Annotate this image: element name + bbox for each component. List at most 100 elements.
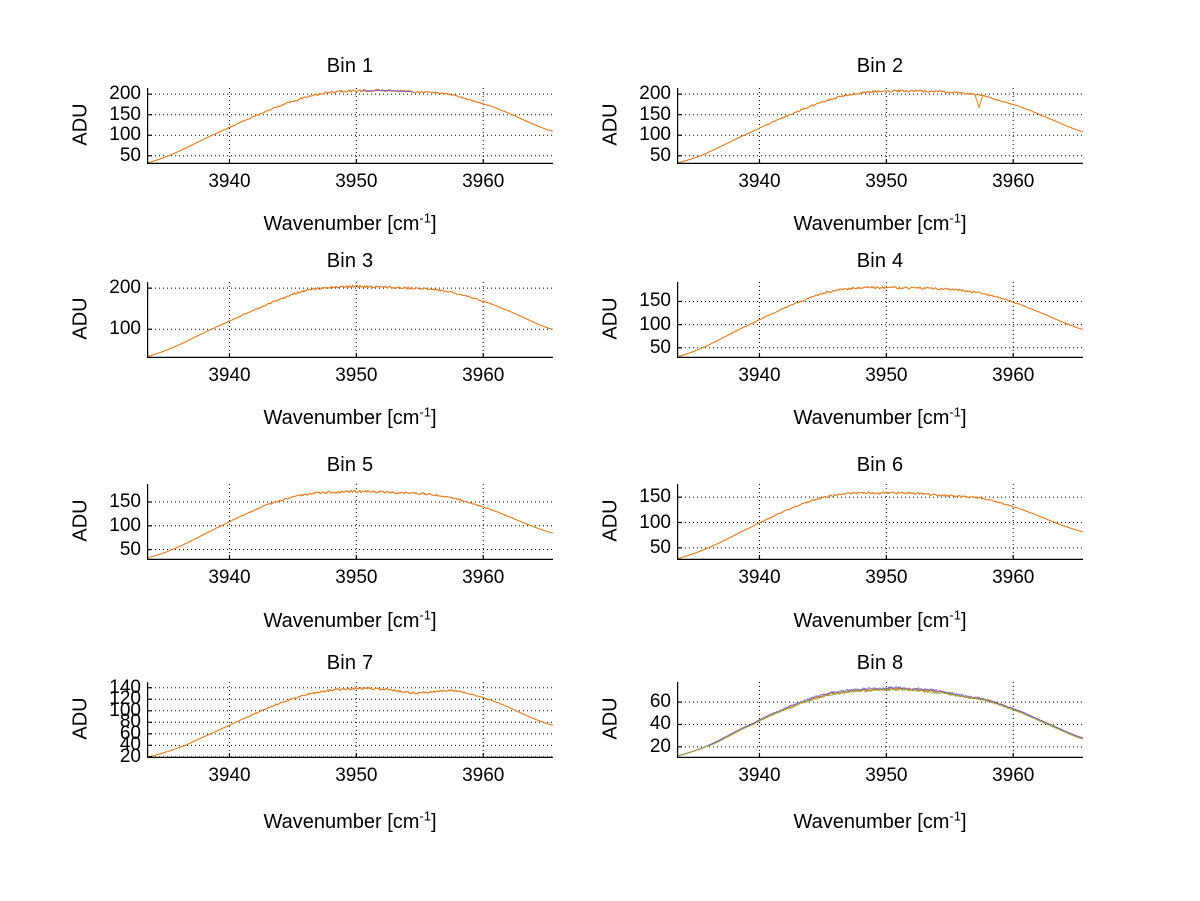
y-tick-labels: 20 40 60 80 100 120 140 [85, 678, 141, 766]
x-axis-label: Wavenumber [cm-1] [677, 210, 1083, 236]
plot-area [147, 282, 553, 358]
series-spectrum-alt2 [677, 688, 1083, 757]
y-tick-labels: 50 100 150 [85, 484, 141, 560]
plot-area [677, 484, 1083, 560]
y-tick-label: 150 [109, 103, 141, 125]
series-spectrum [677, 286, 1083, 358]
series-spectrum-alt [677, 686, 1083, 757]
x-tick-label: 3960 [992, 365, 1035, 386]
plot-canvas [147, 682, 553, 758]
x-tick-labels: 3940 3950 3960 [677, 366, 1083, 390]
x-axis-label-suffix: ] [430, 811, 437, 833]
series-spectrum [147, 284, 553, 357]
x-axis-label-prefix: Wavenumber [cm [263, 811, 420, 833]
x-tick-label: 3940 [738, 765, 781, 786]
panel-title: Bin 2 [856, 55, 904, 77]
y-axis-label: ADU [599, 697, 622, 740]
x-tick-label: 3940 [208, 171, 251, 192]
y-tick-labels: 50 100 150 [615, 484, 671, 560]
x-tick-label: 3960 [462, 765, 505, 786]
panel-title: Bin 6 [856, 454, 904, 476]
plot-area [147, 88, 553, 164]
x-tick-labels: 3940 3950 3960 [147, 568, 553, 592]
x-axis-label-exponent: -1 [949, 210, 961, 226]
series-spectrum [677, 89, 1083, 164]
x-axis-label-suffix: ] [960, 610, 967, 632]
x-axis-label-prefix: Wavenumber [cm [793, 610, 950, 632]
y-tick-label: 50 [649, 536, 671, 558]
y-tick-label: 200 [109, 83, 141, 105]
y-tick-label: 50 [119, 144, 141, 166]
y-axis-label: ADU [599, 499, 622, 542]
panel-title: Bin 3 [326, 250, 374, 272]
y-axis-label: ADU [69, 103, 92, 146]
x-axis-label-exponent: -1 [419, 808, 431, 824]
y-tick-label: 150 [639, 103, 671, 125]
y-tick-label: 100 [109, 124, 141, 146]
panel-title: Bin 1 [326, 55, 374, 77]
panel-title: Bin 5 [326, 454, 374, 476]
plot-area [147, 682, 553, 758]
y-tick-label: 100 [639, 511, 671, 533]
series-spectrum [147, 489, 553, 559]
y-axis-label: ADU [599, 297, 622, 340]
x-tick-label: 3950 [865, 171, 908, 192]
x-axis-label-exponent: -1 [419, 210, 431, 226]
series-spectrum [147, 88, 553, 164]
panel-title: Bin 8 [856, 652, 904, 674]
x-axis-label-exponent: -1 [419, 607, 431, 623]
panel-title: Bin 4 [856, 250, 904, 272]
x-axis-label: Wavenumber [cm-1] [147, 404, 553, 430]
y-tick-labels: 50 100 150 200 [85, 84, 141, 166]
y-tick-label: 80 [119, 711, 141, 733]
x-axis-label: Wavenumber [cm-1] [677, 608, 1083, 633]
x-tick-label: 3960 [462, 567, 505, 588]
x-tick-labels: 3940 3950 3960 [147, 366, 553, 390]
plot-area [677, 282, 1083, 358]
x-tick-label: 3950 [865, 765, 908, 786]
y-tick-label: 60 [119, 722, 141, 744]
x-axis-label-prefix: Wavenumber [cm [793, 811, 950, 833]
x-tick-label: 3940 [738, 171, 781, 192]
x-axis-label-prefix: Wavenumber [cm [263, 610, 420, 632]
x-axis-label-exponent: -1 [419, 404, 431, 420]
x-axis-label-exponent: -1 [949, 404, 961, 420]
x-tick-label: 3950 [335, 171, 378, 192]
x-tick-label: 3940 [208, 365, 251, 386]
x-axis-label-suffix: ] [430, 213, 437, 235]
x-tick-label: 3940 [208, 765, 251, 786]
series-noise-overlay [362, 89, 414, 93]
x-axis-label-prefix: Wavenumber [cm [263, 213, 420, 235]
y-tick-label: 20 [649, 735, 671, 757]
y-tick-label: 50 [649, 144, 671, 166]
x-tick-label: 3960 [992, 171, 1035, 192]
plot-area [677, 88, 1083, 164]
y-tick-label: 120 [109, 688, 141, 710]
x-axis-label: Wavenumber [cm-1] [147, 607, 553, 633]
y-tick-label: 150 [109, 491, 141, 513]
y-tick-label: 50 [119, 538, 141, 560]
y-tick-label: 200 [639, 83, 671, 105]
plot-canvas [147, 282, 553, 358]
y-tick-label: 100 [109, 699, 141, 721]
y-tick-label: 20 [119, 745, 141, 767]
series-absorption-spike [974, 95, 984, 109]
x-tick-labels: 3940 3950 3960 [677, 568, 1083, 592]
x-tick-label: 3950 [335, 765, 378, 786]
plot-area [677, 682, 1083, 758]
x-axis-label-prefix: Wavenumber [cm [263, 407, 420, 429]
y-axis-label: ADU [69, 697, 92, 740]
y-tick-labels: 50 100 150 200 [615, 84, 671, 166]
y-tick-label: 150 [639, 486, 671, 508]
plot-canvas [147, 484, 553, 560]
x-axis-label-suffix: ] [430, 407, 437, 429]
x-tick-label: 3960 [462, 365, 505, 386]
y-tick-label: 40 [119, 734, 141, 756]
x-tick-label: 3960 [992, 765, 1035, 786]
y-tick-labels: 50 100 150 [615, 282, 671, 358]
x-tick-labels: 3940 3950 3960 [147, 172, 553, 196]
